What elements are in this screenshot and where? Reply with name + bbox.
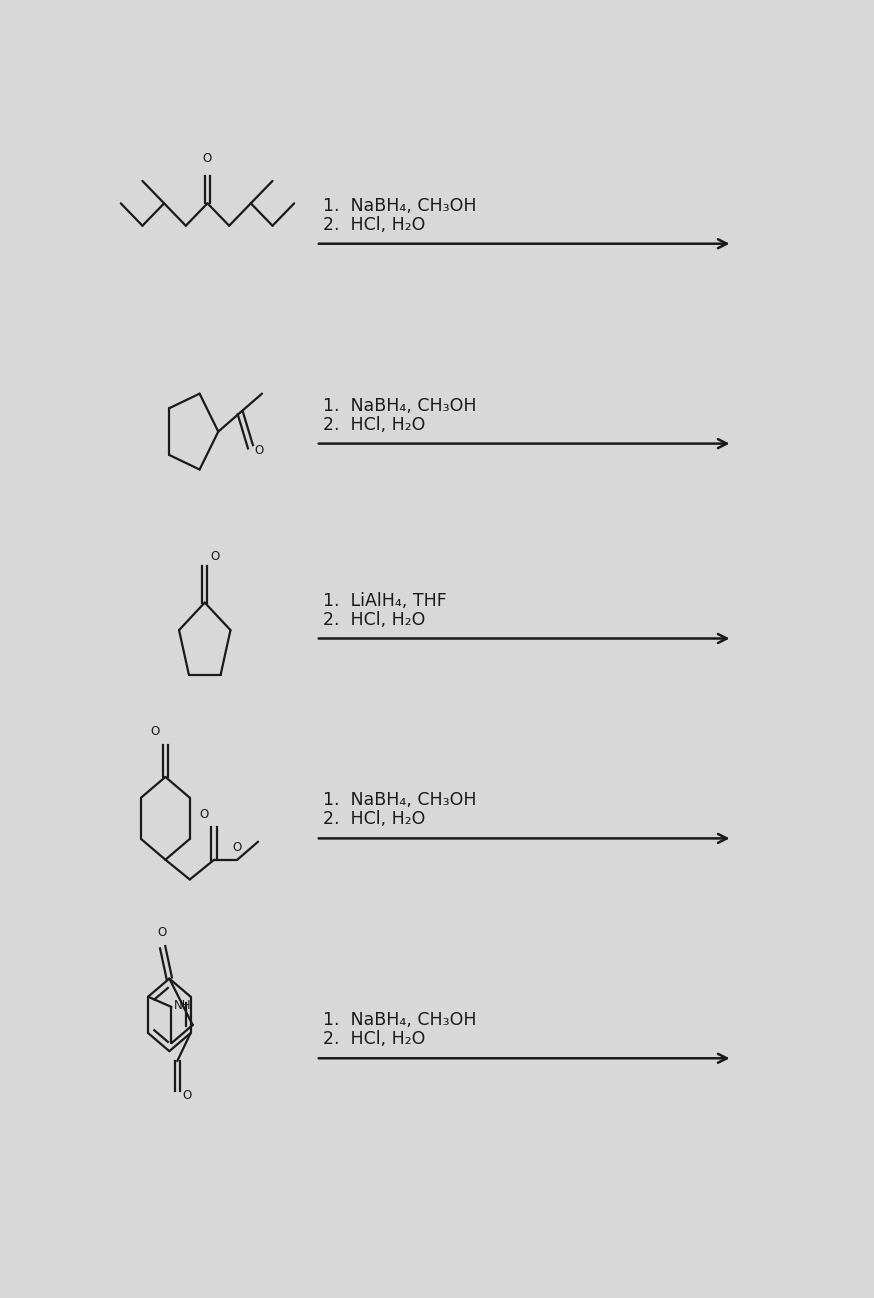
Text: 2.  HCl, H₂O: 2. HCl, H₂O xyxy=(323,1031,425,1049)
Text: O: O xyxy=(232,841,242,854)
Text: 1.  NaBH₄, CH₃OH: 1. NaBH₄, CH₃OH xyxy=(323,397,476,414)
Text: O: O xyxy=(182,1089,191,1102)
Text: 1.  LiAlH₄, THF: 1. LiAlH₄, THF xyxy=(323,592,447,610)
Text: 1.  NaBH₄, CH₃OH: 1. NaBH₄, CH₃OH xyxy=(323,1011,476,1029)
Text: O: O xyxy=(157,925,166,938)
Text: O: O xyxy=(150,726,160,739)
Text: O: O xyxy=(200,809,209,822)
Text: O: O xyxy=(255,444,264,457)
Text: 2.  HCl, H₂O: 2. HCl, H₂O xyxy=(323,415,425,434)
Text: O: O xyxy=(210,550,219,563)
Text: 2.  HCl, H₂O: 2. HCl, H₂O xyxy=(323,610,425,628)
Text: 1.  NaBH₄, CH₃OH: 1. NaBH₄, CH₃OH xyxy=(323,197,476,214)
Text: 2.  HCl, H₂O: 2. HCl, H₂O xyxy=(323,810,425,828)
Text: NH: NH xyxy=(174,998,191,1011)
Text: 2.  HCl, H₂O: 2. HCl, H₂O xyxy=(323,215,425,234)
Text: O: O xyxy=(203,152,212,165)
Text: 1.  NaBH₄, CH₃OH: 1. NaBH₄, CH₃OH xyxy=(323,792,476,810)
